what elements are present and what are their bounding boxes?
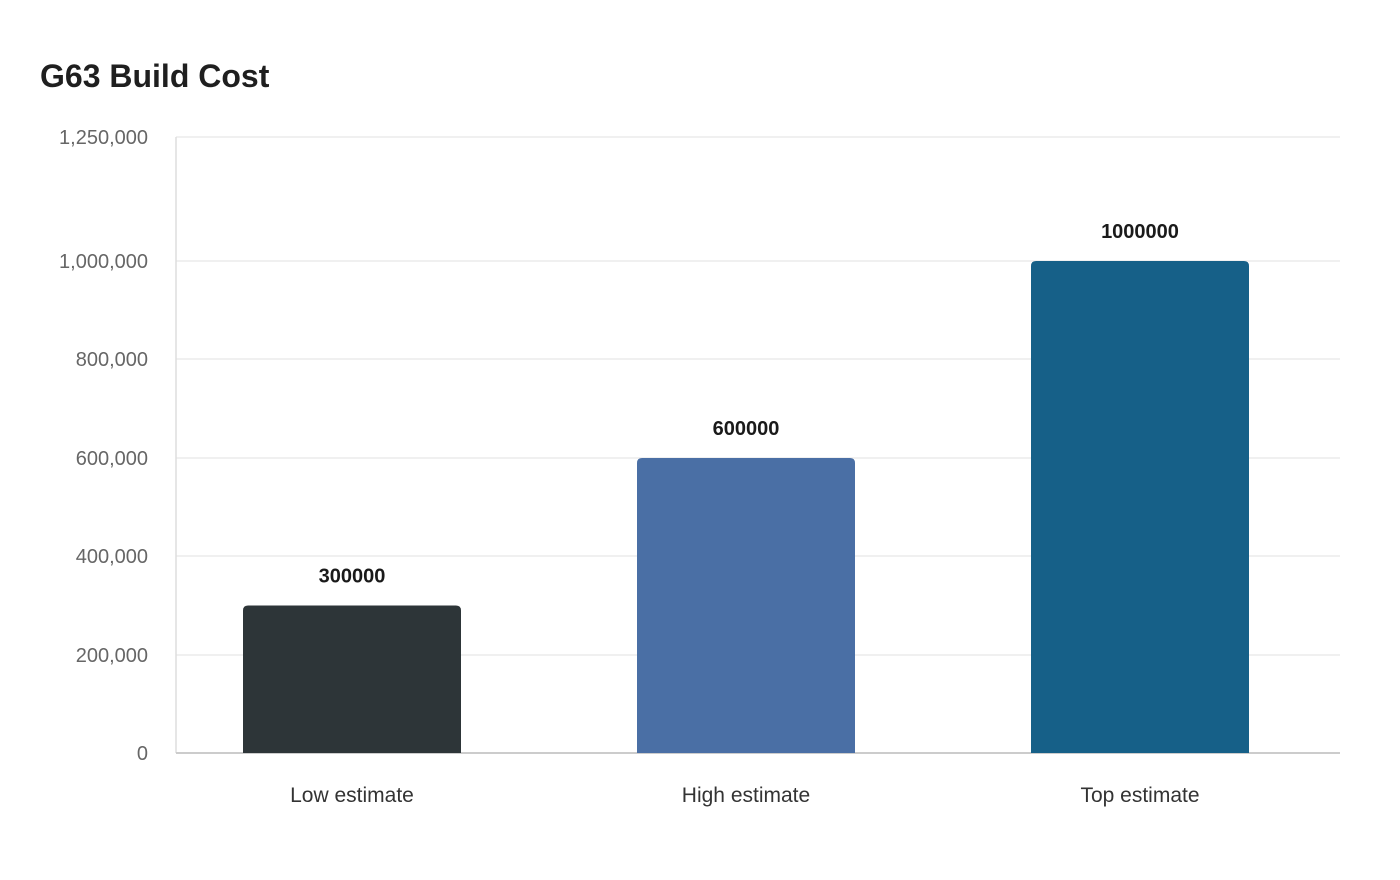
- bars: [243, 261, 1249, 753]
- category-label: Low estimate: [290, 784, 414, 807]
- y-tick-label: 1,250,000: [59, 127, 148, 149]
- bar: [637, 458, 855, 753]
- y-tick-label: 1,000,000: [59, 251, 148, 273]
- data-label: 1000000: [1101, 221, 1179, 243]
- y-tick-label: 200,000: [76, 645, 148, 667]
- y-tick-label: 400,000: [76, 546, 148, 568]
- data-label: 600000: [713, 418, 780, 440]
- data-labels: 300000 600000 1000000: [319, 221, 1179, 588]
- category-label: Top estimate: [1080, 784, 1199, 807]
- y-tick-labels: 0 200,000 400,000 600,000 800,000 1,000,000 1,…: [59, 127, 148, 765]
- bar: [243, 605, 461, 753]
- y-tick-label: 800,000: [76, 349, 148, 371]
- chart-title: G63 Build Cost: [40, 58, 270, 94]
- category-labels: Low estimate High estimate Top estimate: [290, 784, 1199, 807]
- y-tick-label: 600,000: [76, 448, 148, 470]
- bar: [1031, 261, 1249, 753]
- y-tick-label: 0: [137, 743, 148, 765]
- category-label: High estimate: [682, 784, 810, 807]
- data-label: 300000: [319, 566, 386, 588]
